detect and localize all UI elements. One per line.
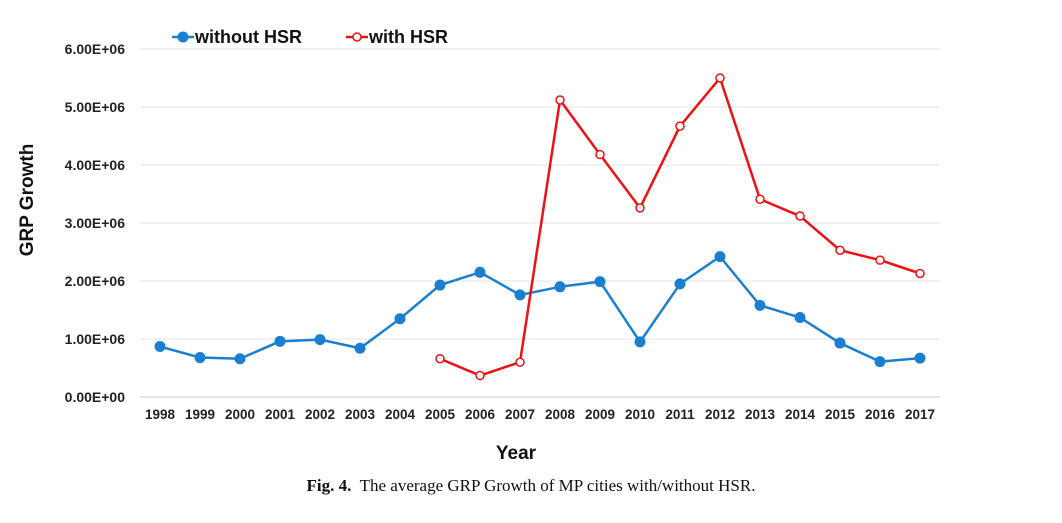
data-point — [194, 352, 206, 364]
data-point — [714, 251, 726, 263]
data-point — [394, 313, 406, 325]
data-point — [514, 289, 526, 301]
x-tick-label: 2004 — [385, 407, 416, 422]
x-tick-label: 2009 — [585, 407, 615, 422]
y-tick-label: 0.00E+00 — [65, 389, 126, 405]
data-point — [795, 211, 805, 221]
y-tick-label: 3.00E+06 — [65, 215, 126, 231]
data-point — [515, 357, 525, 367]
data-point — [874, 356, 886, 368]
series-layer — [154, 73, 926, 381]
x-tick-label: 1998 — [145, 407, 176, 422]
data-point — [554, 281, 566, 293]
data-point — [834, 337, 846, 349]
data-point — [555, 95, 565, 105]
x-tick-label: 2002 — [305, 407, 335, 422]
x-tick-label: 2003 — [345, 407, 376, 422]
data-point — [314, 334, 326, 346]
x-tick-label: 2017 — [905, 407, 935, 422]
legend-label: with HSR — [368, 27, 448, 47]
data-point — [154, 341, 166, 353]
data-point — [475, 370, 485, 381]
x-axis-label: Year — [496, 443, 537, 464]
data-point — [915, 268, 925, 279]
x-tick-label: 2010 — [625, 407, 655, 422]
y-tick-label: 4.00E+06 — [65, 157, 126, 173]
x-tick-label: 2001 — [265, 407, 296, 422]
series-line — [159, 255, 921, 363]
x-tick-label: 2013 — [745, 407, 776, 422]
x-tick-labels: 1998 1999 2000 2001 2002 2003 2004 2005 2006 2007… — [145, 407, 935, 422]
y-tick-label: 6.00E+06 — [65, 41, 126, 57]
legend: without HSR with HSR — [172, 27, 448, 47]
figure-caption: Fig. 4. The average GRP Growth of MP cit… — [0, 476, 1062, 496]
x-tick-label: 2016 — [865, 407, 896, 422]
data-point — [274, 335, 286, 347]
data-point — [794, 312, 806, 324]
data-point — [674, 278, 686, 290]
y-tick-label: 5.00E+06 — [65, 99, 126, 115]
x-tick-label: 2011 — [665, 407, 695, 422]
x-tick-label: 2007 — [505, 407, 535, 422]
y-axis-label: GRP Growth — [17, 144, 38, 257]
x-tick-label: 1999 — [185, 407, 215, 422]
data-point — [914, 352, 926, 364]
gridlines — [140, 48, 940, 398]
data-point — [835, 245, 845, 256]
y-tick-label: 1.00E+06 — [65, 331, 126, 347]
x-tick-label: 2005 — [425, 407, 456, 422]
legend-marker — [177, 31, 189, 43]
data-point — [755, 194, 765, 204]
data-point — [474, 266, 486, 278]
legend-marker — [352, 32, 362, 42]
x-tick-label: 2015 — [825, 407, 856, 422]
y-tick-labels: 0.00E+00 1.00E+06 2.00E+06 3.00E+06 4.00E+06… — [65, 41, 126, 405]
x-tick-label: 2008 — [545, 407, 576, 422]
data-point — [635, 203, 645, 213]
figure-caption-label: Fig. 4. — [306, 476, 352, 495]
data-point — [435, 353, 445, 364]
legend-label: without HSR — [194, 27, 302, 47]
data-point — [634, 336, 646, 348]
data-point — [234, 353, 246, 365]
data-point — [675, 121, 685, 131]
data-point — [434, 279, 446, 291]
data-point — [715, 73, 725, 83]
data-point — [354, 342, 366, 354]
data-point — [754, 299, 766, 311]
data-point — [594, 276, 606, 288]
x-tick-label: 2012 — [705, 407, 735, 422]
line-chart: 0.00E+00 1.00E+06 2.00E+06 3.00E+06 4.00E+06… — [17, 27, 940, 464]
figure-caption-text: The average GRP Growth of MP cities with… — [359, 476, 756, 495]
legend-item: with HSR — [346, 27, 448, 47]
x-tick-label: 2006 — [465, 407, 496, 422]
legend-item: without HSR — [172, 27, 302, 47]
y-tick-label: 2.00E+06 — [65, 273, 126, 289]
x-tick-label: 2014 — [785, 407, 816, 422]
data-point — [875, 255, 885, 265]
data-point — [595, 149, 605, 160]
x-tick-label: 2000 — [225, 407, 255, 422]
